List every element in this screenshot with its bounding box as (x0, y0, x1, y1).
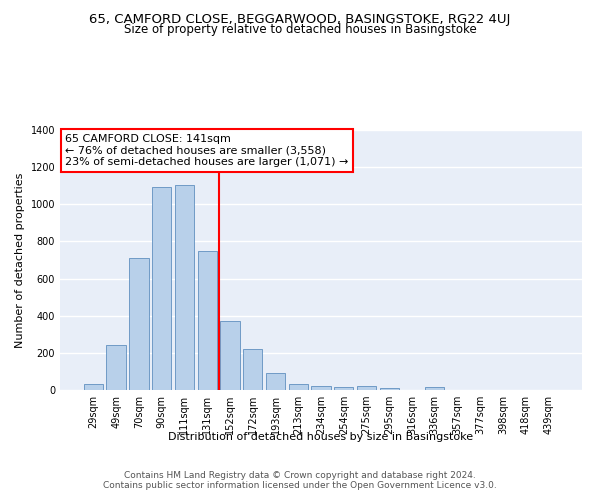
Bar (129, 258, 149, 390)
Bar (243, 349, 262, 390)
Text: 65, CAMFORD CLOSE, BEGGARWOOD, BASINGSTOKE, RG22 4UJ: 65, CAMFORD CLOSE, BEGGARWOOD, BASINGSTO… (89, 12, 511, 26)
Bar (266, 374, 285, 390)
Bar (289, 384, 308, 390)
Bar (380, 388, 399, 390)
Text: Contains public sector information licensed under the Open Government Licence v3: Contains public sector information licen… (103, 480, 497, 490)
Bar (197, 250, 217, 390)
Bar (220, 322, 239, 390)
Text: Distribution of detached houses by size in Basingstoke: Distribution of detached houses by size … (169, 432, 473, 442)
Bar (357, 386, 376, 390)
Y-axis label: Number of detached properties: Number of detached properties (15, 172, 25, 348)
Bar (84, 384, 103, 390)
Bar (106, 346, 126, 390)
Text: Contains HM Land Registry data © Crown copyright and database right 2024.: Contains HM Land Registry data © Crown c… (124, 472, 476, 480)
Bar (175, 185, 194, 390)
Bar (334, 387, 353, 390)
Text: Size of property relative to detached houses in Basingstoke: Size of property relative to detached ho… (124, 22, 476, 36)
Bar (425, 387, 445, 390)
Bar (311, 386, 331, 390)
Text: 65 CAMFORD CLOSE: 141sqm
← 76% of detached houses are smaller (3,558)
23% of sem: 65 CAMFORD CLOSE: 141sqm ← 76% of detach… (65, 134, 349, 167)
Bar (152, 186, 172, 390)
